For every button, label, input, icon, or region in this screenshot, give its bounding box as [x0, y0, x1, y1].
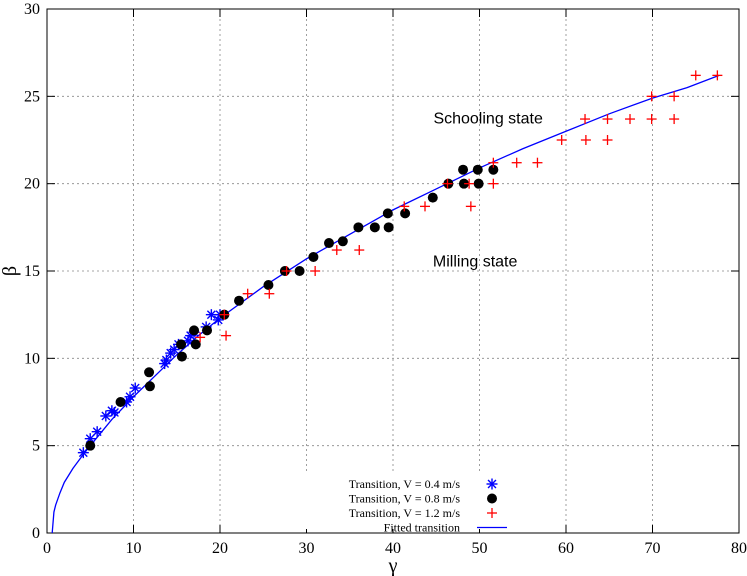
data-point-plus	[669, 114, 680, 125]
data-point-circle	[234, 295, 245, 306]
data-point-plus	[712, 70, 723, 81]
data-point-plus	[646, 91, 657, 102]
data-point-circle	[472, 164, 483, 175]
y-tick-label: 15	[24, 263, 40, 280]
x-tick-label: 30	[299, 540, 315, 557]
annotation-text: Schooling state	[433, 110, 543, 127]
data-point-circle	[488, 164, 499, 175]
x-tick-label: 60	[558, 540, 574, 557]
y-tick-label: 30	[24, 1, 40, 18]
data-point-plus	[556, 135, 567, 145]
data-point-plus	[310, 266, 321, 276]
data-point-circle	[263, 279, 274, 290]
data-point-circle	[85, 440, 96, 451]
fitted-transition-curve	[51, 74, 720, 534]
x-tick-label: 20	[212, 540, 228, 557]
data-point-plus	[354, 245, 365, 256]
y-tick-label: 5	[32, 438, 40, 455]
legend-marker-plus	[487, 508, 497, 518]
data-point-circle	[353, 222, 364, 233]
data-point-plus	[465, 201, 476, 212]
x-axis-label: γ	[388, 555, 398, 576]
data-point-plus	[399, 201, 410, 212]
data-points	[77, 70, 723, 459]
data-point-plus	[221, 330, 232, 341]
data-point-circle	[115, 397, 126, 407]
data-point-plus	[464, 178, 475, 189]
data-point-circle	[400, 208, 411, 219]
data-point-plus	[219, 309, 230, 320]
data-point-plus	[442, 178, 453, 189]
x-tick-label: 80	[731, 540, 747, 557]
data-point-asterisk	[108, 406, 120, 418]
x-tick-label: 40	[385, 540, 401, 557]
data-point-plus	[242, 288, 253, 299]
data-point-circle	[382, 208, 393, 219]
legend-background	[300, 473, 512, 529]
data-point-circle	[323, 238, 334, 249]
data-point-asterisk	[91, 426, 103, 438]
y-tick-label: 25	[24, 88, 40, 105]
data-point-circle	[427, 192, 438, 203]
data-point-circle	[369, 222, 380, 233]
data-point-circle	[189, 325, 200, 336]
data-point-asterisk	[212, 314, 224, 326]
data-point-circle	[294, 266, 305, 276]
fitted-curve-layer	[51, 74, 720, 534]
y-tick-label: 0	[32, 525, 40, 542]
x-tick-label: 70	[645, 540, 661, 557]
y-tick-label: 10	[24, 350, 40, 367]
data-point-asterisk	[124, 391, 136, 403]
data-point-plus	[488, 157, 499, 168]
axis-ticks: 0 10 20 30 40 50 60 70 80 0 5 10 15 20 25 30	[24, 1, 747, 557]
data-point-plus	[420, 201, 431, 212]
data-point-plus	[264, 288, 275, 299]
x-tick-label: 10	[126, 540, 142, 557]
data-point-plus	[646, 114, 657, 125]
legend-marker-circle	[487, 493, 497, 504]
data-point-circle	[144, 381, 155, 392]
data-point-plus	[669, 91, 680, 102]
data-point-plus	[580, 114, 591, 125]
data-point-plus	[580, 135, 591, 145]
data-point-plus	[488, 178, 499, 189]
data-point-circle	[308, 252, 319, 263]
legend-label: Fitted transition	[384, 521, 460, 535]
y-axis-label: β	[0, 266, 21, 276]
data-point-circle	[176, 351, 187, 362]
data-point-plus	[511, 157, 522, 168]
data-point-circle	[337, 236, 348, 247]
annotations: Schooling state Milling state	[433, 110, 543, 270]
data-point-circle	[144, 367, 155, 378]
data-point-plus	[331, 245, 342, 256]
legend-label: Transition, V = 0.4 m/s	[349, 477, 461, 491]
legend-marker-asterisk	[486, 478, 498, 490]
y-tick-label: 20	[24, 176, 40, 193]
data-point-plus	[532, 157, 543, 168]
data-point-circle	[458, 164, 469, 175]
data-point-circle	[473, 178, 484, 189]
legend-label: Transition, V = 0.8 m/s	[349, 492, 461, 506]
data-point-circle	[458, 178, 469, 189]
data-point-circle	[383, 222, 394, 233]
annotation-text: Milling state	[433, 254, 518, 271]
data-point-plus	[602, 135, 613, 145]
data-point-circle	[176, 339, 187, 350]
legend-label: Transition, V = 1.2 m/s	[349, 506, 461, 520]
data-point-plus	[625, 114, 636, 125]
data-point-plus	[195, 332, 206, 343]
data-point-asterisk	[129, 382, 141, 394]
data-point-circle	[202, 325, 213, 336]
data-point-plus	[602, 114, 613, 125]
grid	[47, 9, 739, 533]
data-point-asterisk	[77, 447, 89, 459]
data-point-plus	[690, 70, 701, 81]
x-tick-label: 50	[472, 540, 488, 557]
data-point-circle	[190, 339, 201, 350]
data-point-asterisk	[160, 354, 172, 366]
x-tick-label: 0	[43, 540, 51, 557]
data-point-plus	[281, 266, 292, 276]
